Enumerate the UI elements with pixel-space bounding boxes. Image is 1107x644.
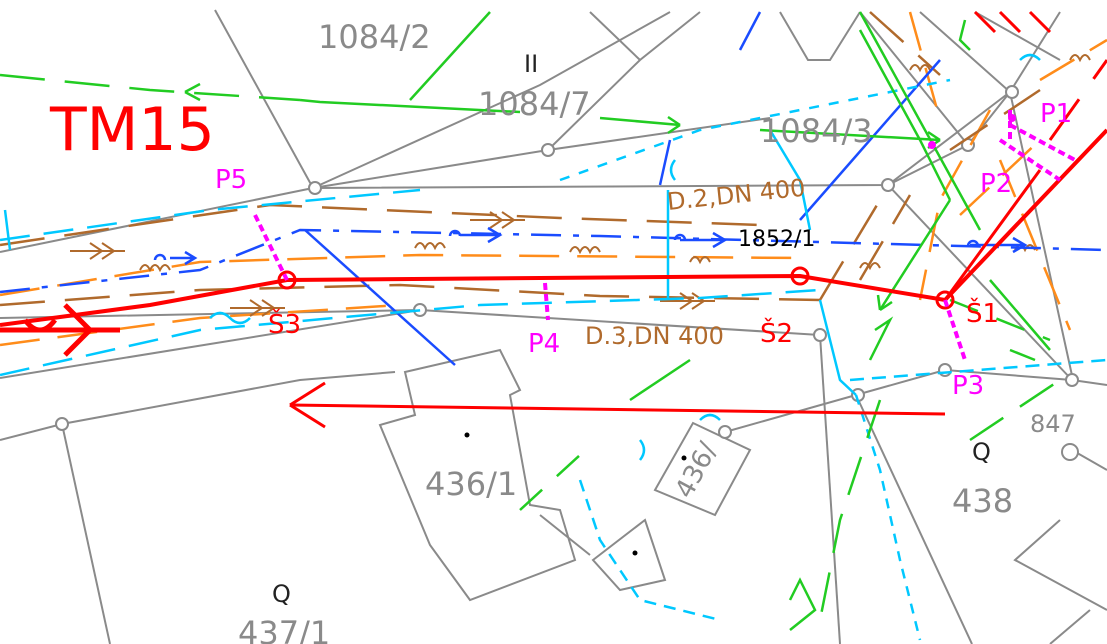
land-symbol-q2: Q <box>272 580 291 608</box>
manhole-label-s3: Š3 <box>268 308 301 340</box>
probe-label-p3: P3 <box>952 371 984 401</box>
road-parcel-label: 1852/1 <box>738 227 815 252</box>
parcel-label-1084-7: 1084/7 <box>478 85 591 123</box>
probe-label-p4: P4 <box>528 329 560 359</box>
sheet-label: TM15 <box>49 95 215 165</box>
probe-label-p2: P2 <box>980 169 1012 199</box>
parcel-label-847: 847 <box>1030 410 1076 438</box>
parcel-label-1084-3: 1084/3 <box>760 112 873 150</box>
manhole-label-s2: Š2 <box>760 317 793 349</box>
probe-label-p5: P5 <box>215 165 247 195</box>
manhole-label-s1: Š1 <box>966 297 999 329</box>
land-symbol-roman: II <box>524 50 538 78</box>
land-symbol-q1: Q <box>972 438 991 466</box>
parcel-label-1084-2: 1084/2 <box>318 18 431 56</box>
pipe-label-d3: D.3,DN 400 <box>585 322 724 350</box>
parcel-label-438: 438 <box>952 482 1013 520</box>
parcel-label-436-1: 436/1 <box>425 465 517 503</box>
parcel-label-437-1: 437/1 <box>238 614 330 644</box>
probe-label-p1: P1 <box>1040 99 1072 129</box>
